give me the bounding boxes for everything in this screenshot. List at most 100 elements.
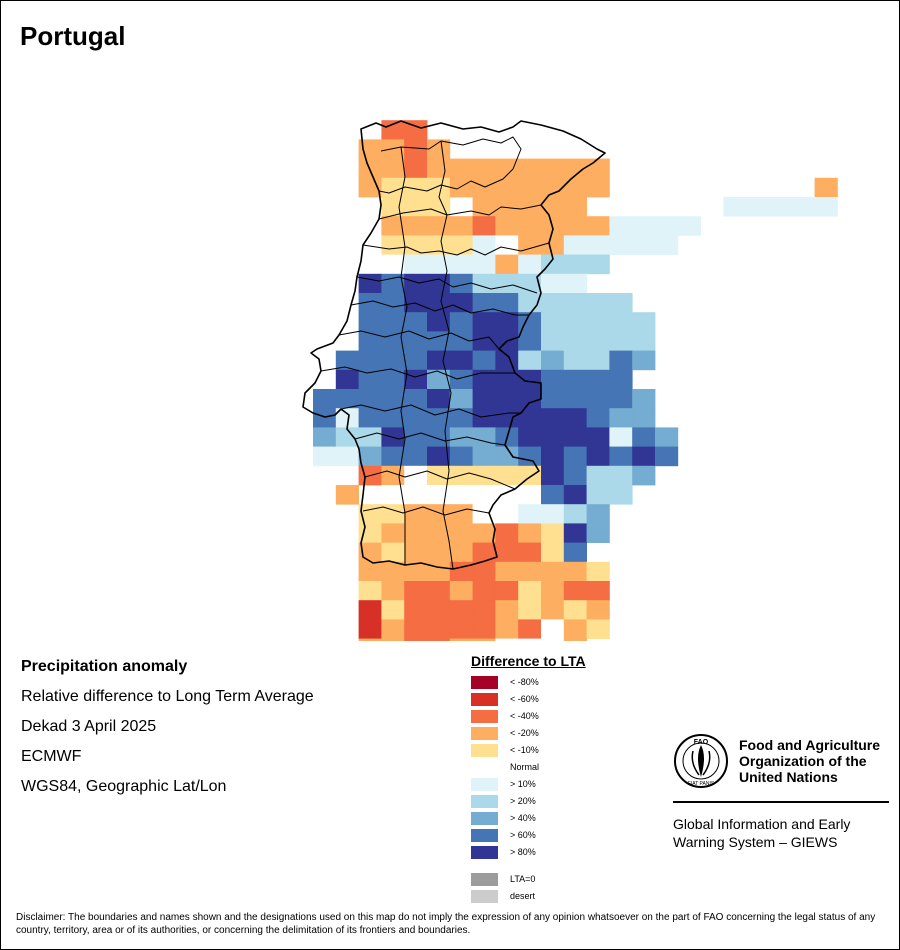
map-title: Portugal [20,21,126,51]
anomaly-cell [335,485,359,505]
anomaly-cell [472,638,496,641]
legend-swatch [471,846,498,859]
anomaly-cell [381,273,405,294]
anomaly-cell [358,254,382,275]
anomaly-cell [427,350,451,371]
anomaly-cell [495,389,519,409]
legend-swatch [471,873,498,886]
anomaly-cell [518,581,542,601]
anomaly-cell [563,504,587,524]
anomaly-cell [541,293,565,313]
anomaly-cell [632,389,656,409]
anomaly-cell [381,408,405,428]
anomaly-cell [449,465,473,486]
anomaly-cell [427,504,451,524]
district-line [362,506,490,516]
anomaly-cell [404,139,428,159]
anomaly-cell [381,638,405,641]
anomaly-cell [404,389,428,409]
anomaly-cell [609,389,633,409]
anomaly-cell [518,638,542,641]
anomaly-cell [472,216,496,236]
anomaly-cell [518,389,542,409]
anomaly-cell [472,446,496,467]
anomaly-cell [472,581,496,601]
anomaly-cell [449,158,473,179]
anomaly-cell [404,638,428,641]
anomaly-cell [358,389,382,409]
anomaly-cell [632,350,656,371]
anomaly-cell [427,331,451,351]
anomaly-cell [632,331,656,351]
anomaly-cell [563,177,587,198]
legend-swatch [471,693,498,706]
anomaly-cell [381,158,405,179]
anomaly-cell [495,619,519,639]
anomaly-cell [563,523,587,543]
anomaly-cell [427,523,451,543]
anomaly-cell [381,542,405,563]
anomaly-cell [495,504,519,524]
anomaly-cell [404,273,428,294]
legend-item: Normal [471,758,586,775]
anomaly-cell [541,485,565,505]
legend-label: Normal [510,762,540,772]
anomaly-cell [495,369,519,390]
anomaly-cell [449,273,473,294]
anomaly-cell [586,158,610,179]
anomaly-cell [313,389,337,409]
anomaly-cell [358,581,382,601]
anomaly-cell [518,485,542,505]
anomaly-cell [335,427,359,447]
anomaly-cell [381,523,405,543]
fao-name-line: Food and Agriculture [739,737,881,753]
anomaly-cell [427,235,451,255]
anomaly-cell [404,120,428,140]
anomaly-cell [404,465,428,486]
anomaly-cell [472,369,496,390]
district-line [340,404,521,418]
anomaly-cell [518,254,542,275]
precipitation-anomaly-map [302,120,838,641]
anomaly-cell [472,273,496,294]
anomaly-cell [495,197,519,217]
anomaly-cell [449,408,473,428]
anomaly-cell [335,408,359,428]
anomaly-cell [381,389,405,409]
anomaly-cell [495,638,519,641]
legend-label: desert [510,891,536,901]
anomaly-cell [404,561,428,582]
anomaly-cell [449,619,473,639]
anomaly-cell [472,177,496,198]
legend-label: > 40% [510,813,536,823]
anomaly-cell [427,542,451,563]
anomaly-cell [472,561,496,582]
legend-label: < -80% [510,677,539,687]
anomaly-cell [358,408,382,428]
anomaly-cell [381,600,405,620]
anomaly-cell [541,158,565,179]
anomaly-cell [472,408,496,428]
anomaly-cell [472,158,496,179]
anomaly-cell [381,293,405,313]
giews-line: Warning System – GIEWS [673,834,838,850]
anomaly-cell [609,293,633,313]
anomaly-cell [495,350,519,371]
anomaly-cell [563,369,587,390]
anomaly-cell [609,331,633,351]
anomaly-cell [563,485,587,505]
anomaly-cell [586,293,610,313]
anomaly-cell [586,561,610,582]
anomaly-cell [586,523,610,543]
anomaly-cell [472,619,496,639]
legend-swatch [471,761,498,774]
legend-swatch [471,744,498,757]
anomaly-cell [518,158,542,179]
anomaly-cell [563,638,587,641]
anomaly-cell [495,465,519,486]
anomaly-cell [541,177,565,198]
anomaly-cell [563,408,587,428]
legend-item: desert [471,887,586,904]
anomaly-cell [518,369,542,390]
anomaly-cell [404,369,428,390]
